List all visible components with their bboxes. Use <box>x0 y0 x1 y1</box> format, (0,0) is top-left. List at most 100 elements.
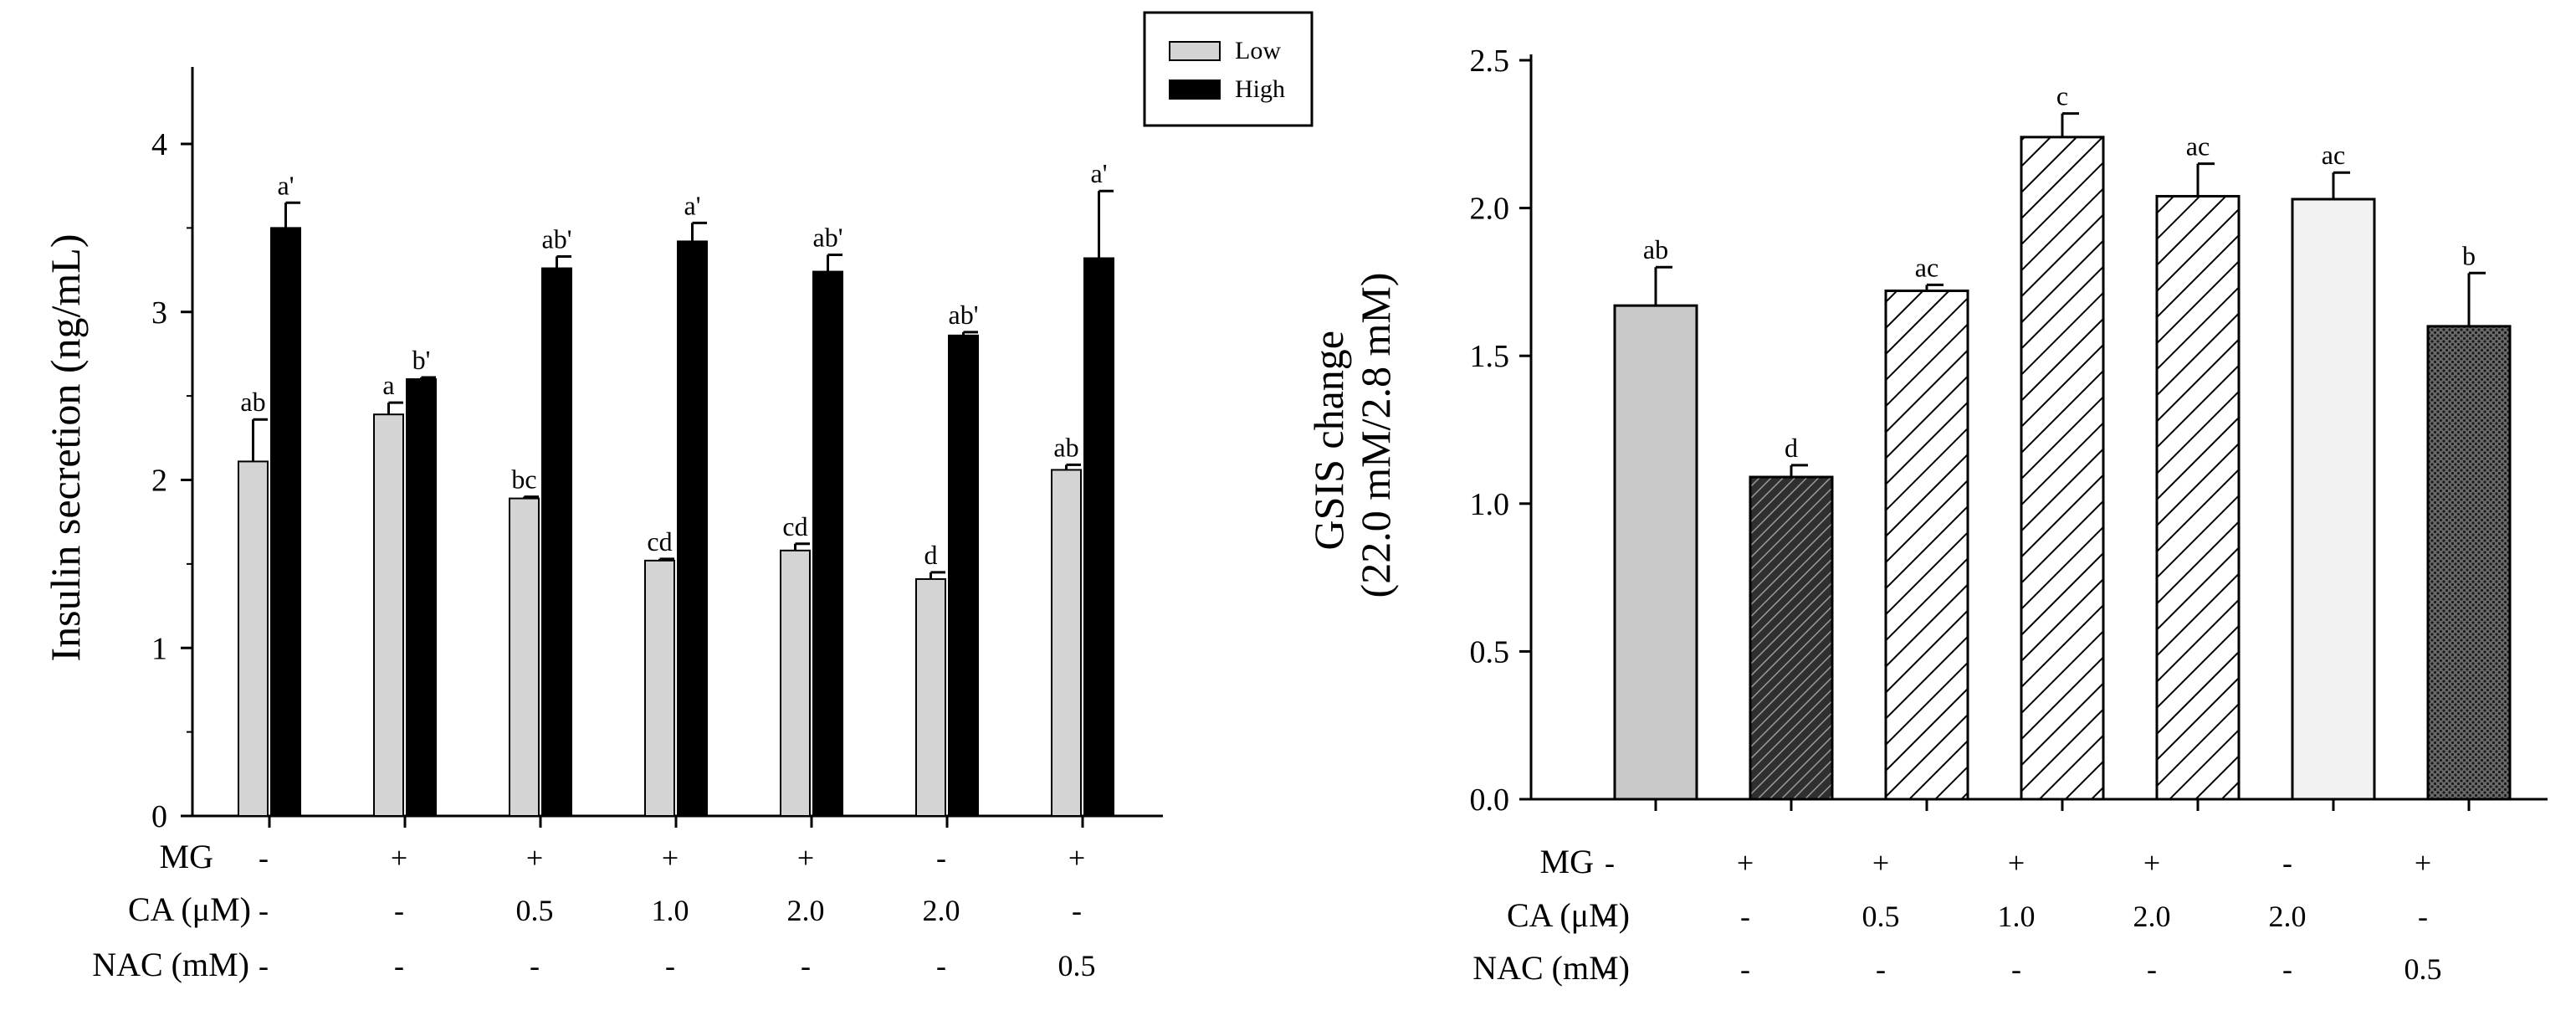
chart1-y-tick-label: 2 <box>151 464 167 499</box>
chart2-y-axis-label: GSIS change (22.0 mM/2.8 mM) <box>1305 273 1399 598</box>
chart1-condition-value: - <box>936 841 946 875</box>
chart2-y-tick-label: 1.0 <box>1470 487 1510 522</box>
chart2-significance-label: ac <box>2322 140 2345 170</box>
chart2-condition-row-label: CA (μM) <box>1507 896 1630 934</box>
chart1-y-axis-label: Insulin secretion (ng/mL) <box>42 234 89 662</box>
chart2-condition-row-label: NAC (mM) <box>1472 949 1630 987</box>
chart1-low-significance-label: d <box>924 540 938 570</box>
chart1-condition-value: 0.5 <box>516 894 554 927</box>
chart1-high-bar <box>812 270 843 817</box>
chart1-high-significance-label: a' <box>1091 158 1108 188</box>
chart1-condition-value: 2.0 <box>787 894 825 927</box>
gsis-change-chart: GSIS change (22.0 mM/2.8 mM) 0.0 0.5 1.0 1.… <box>1305 44 2548 987</box>
chart2-condition-value: - <box>2282 952 2292 986</box>
chart2-condition-value: + <box>2008 846 2025 880</box>
chart1-condition-row-label: NAC (mM) <box>92 946 249 983</box>
chart2-bar <box>2291 198 2376 801</box>
chart1-low-bar <box>373 413 404 817</box>
chart1-condition-value: + <box>391 841 407 875</box>
chart2-bar <box>1749 475 1834 801</box>
chart1-condition-table: MG - + + + + - +CA (μM) - -0.5 1.0 2.0 2.0 -NAC (mM) -… <box>92 838 1095 983</box>
chart1-low-significance-label: bc <box>511 464 536 495</box>
chart1-condition-value: - <box>394 894 404 927</box>
chart2-y-axis-label-line1: GSIS change <box>1305 331 1352 550</box>
chart1-low-significance-label: cd <box>782 511 807 541</box>
chart2-significance-label: ac <box>1915 252 1938 282</box>
chart1-high-bar <box>270 227 301 817</box>
chart2-condition-value: - <box>2282 846 2292 880</box>
legend-high-swatch <box>1169 80 1221 100</box>
chart1-condition-value: 2.0 <box>923 894 960 927</box>
chart2-y-tick-label: 2.0 <box>1470 192 1510 227</box>
legend-low-label: Low <box>1235 37 1281 64</box>
chart1-condition-value: - <box>936 949 946 982</box>
chart1-low-bar <box>509 497 540 818</box>
chart1-condition-value: - <box>801 949 811 982</box>
chart2-condition-value: 1.0 <box>1998 900 2036 933</box>
chart1-high-significance-label: ab' <box>542 224 572 254</box>
chart2-bar <box>2020 136 2105 801</box>
chart1-y-tick-label: 3 <box>151 295 167 331</box>
chart2-y-tick-label: 1.5 <box>1470 339 1510 374</box>
chart2-condition-table: MG - + + + + - +CA (μM)- -0.5 1.0 2.0 2.0 -NAC (mM)-… <box>1472 843 2441 987</box>
chart1-low-bar <box>1051 469 1082 818</box>
chart1-condition-row-label: MG <box>160 838 213 875</box>
chart1-condition-value: - <box>259 894 269 927</box>
chart2-bars: ab d ac c ac ac b <box>1613 81 2512 801</box>
chart2-significance-label: b <box>2462 240 2476 270</box>
chart1-condition-value: 1.0 <box>652 894 689 927</box>
chart1-high-significance-label: a' <box>684 190 701 220</box>
chart2-condition-value: - <box>1605 846 1615 880</box>
chart2-y-tick-label: 0.0 <box>1470 782 1510 818</box>
chart1-low-significance-label: ab <box>1053 432 1078 462</box>
chart2-condition-value: - <box>1605 900 1615 933</box>
chart1-low-significance-label: cd <box>647 526 672 557</box>
chart1-condition-value: - <box>665 949 675 982</box>
chart1-high-bar <box>1083 257 1114 817</box>
chart1-high-significance-label: a' <box>278 170 294 200</box>
chart2-y-tick-label: 0.5 <box>1470 634 1510 669</box>
legend-box <box>1143 11 1314 127</box>
chart1-high-significance-label: ab' <box>813 222 843 252</box>
chart2-significance-label: ac <box>2186 131 2210 162</box>
chart1-y-tick-label: 4 <box>151 127 167 162</box>
chart1-high-bar <box>677 240 708 817</box>
chart1-high-significance-label: b' <box>412 345 431 375</box>
chart1-condition-value: - <box>530 949 540 982</box>
chart2-y-tick-label: 2.5 <box>1470 44 1510 79</box>
chart2-condition-value: - <box>2147 952 2157 986</box>
chart2-bar <box>2426 325 2512 801</box>
chart2-significance-label: ab <box>1643 234 1668 264</box>
chart2-condition-value: 0.5 <box>2404 952 2442 986</box>
chart1-axes: 0 1 2 3 4 <box>151 67 1163 834</box>
chart1-low-bar <box>915 577 946 817</box>
chart1-y-tick-label: 1 <box>151 631 167 666</box>
chart2-condition-value: 0.5 <box>1862 900 1900 933</box>
chart1-condition-value: - <box>1072 894 1082 927</box>
chart1-high-significance-label: ab' <box>949 300 979 330</box>
chart1-low-bar <box>238 460 269 817</box>
chart1-condition-value: + <box>526 841 543 875</box>
chart2-condition-value: + <box>1872 846 1889 880</box>
chart1-low-bar <box>780 549 811 817</box>
chart1-condition-value: - <box>394 949 404 982</box>
chart2-y-axis-label-line2: (22.0 mM/2.8 mM) <box>1352 273 1399 598</box>
chart1-condition-value: + <box>662 841 679 875</box>
chart1-low-significance-label: a <box>382 370 394 400</box>
chart2-bar <box>1613 304 1698 801</box>
chart1-high-bar <box>948 334 979 818</box>
chart1-y-tick-label: 0 <box>151 799 167 834</box>
chart2-condition-value: + <box>2415 846 2431 880</box>
chart2-condition-value: 2.0 <box>2269 900 2307 933</box>
chart1-condition-value: + <box>1068 841 1085 875</box>
legend-high-label: High <box>1235 75 1285 103</box>
chart2-condition-value: + <box>2143 846 2160 880</box>
legend-low-swatch <box>1169 41 1221 61</box>
chart2-significance-label: c <box>2056 81 2068 111</box>
chart1-legend: Low High <box>1143 11 1314 127</box>
chart2-condition-value: - <box>2418 900 2428 933</box>
chart2-condition-value: - <box>1740 952 1750 986</box>
